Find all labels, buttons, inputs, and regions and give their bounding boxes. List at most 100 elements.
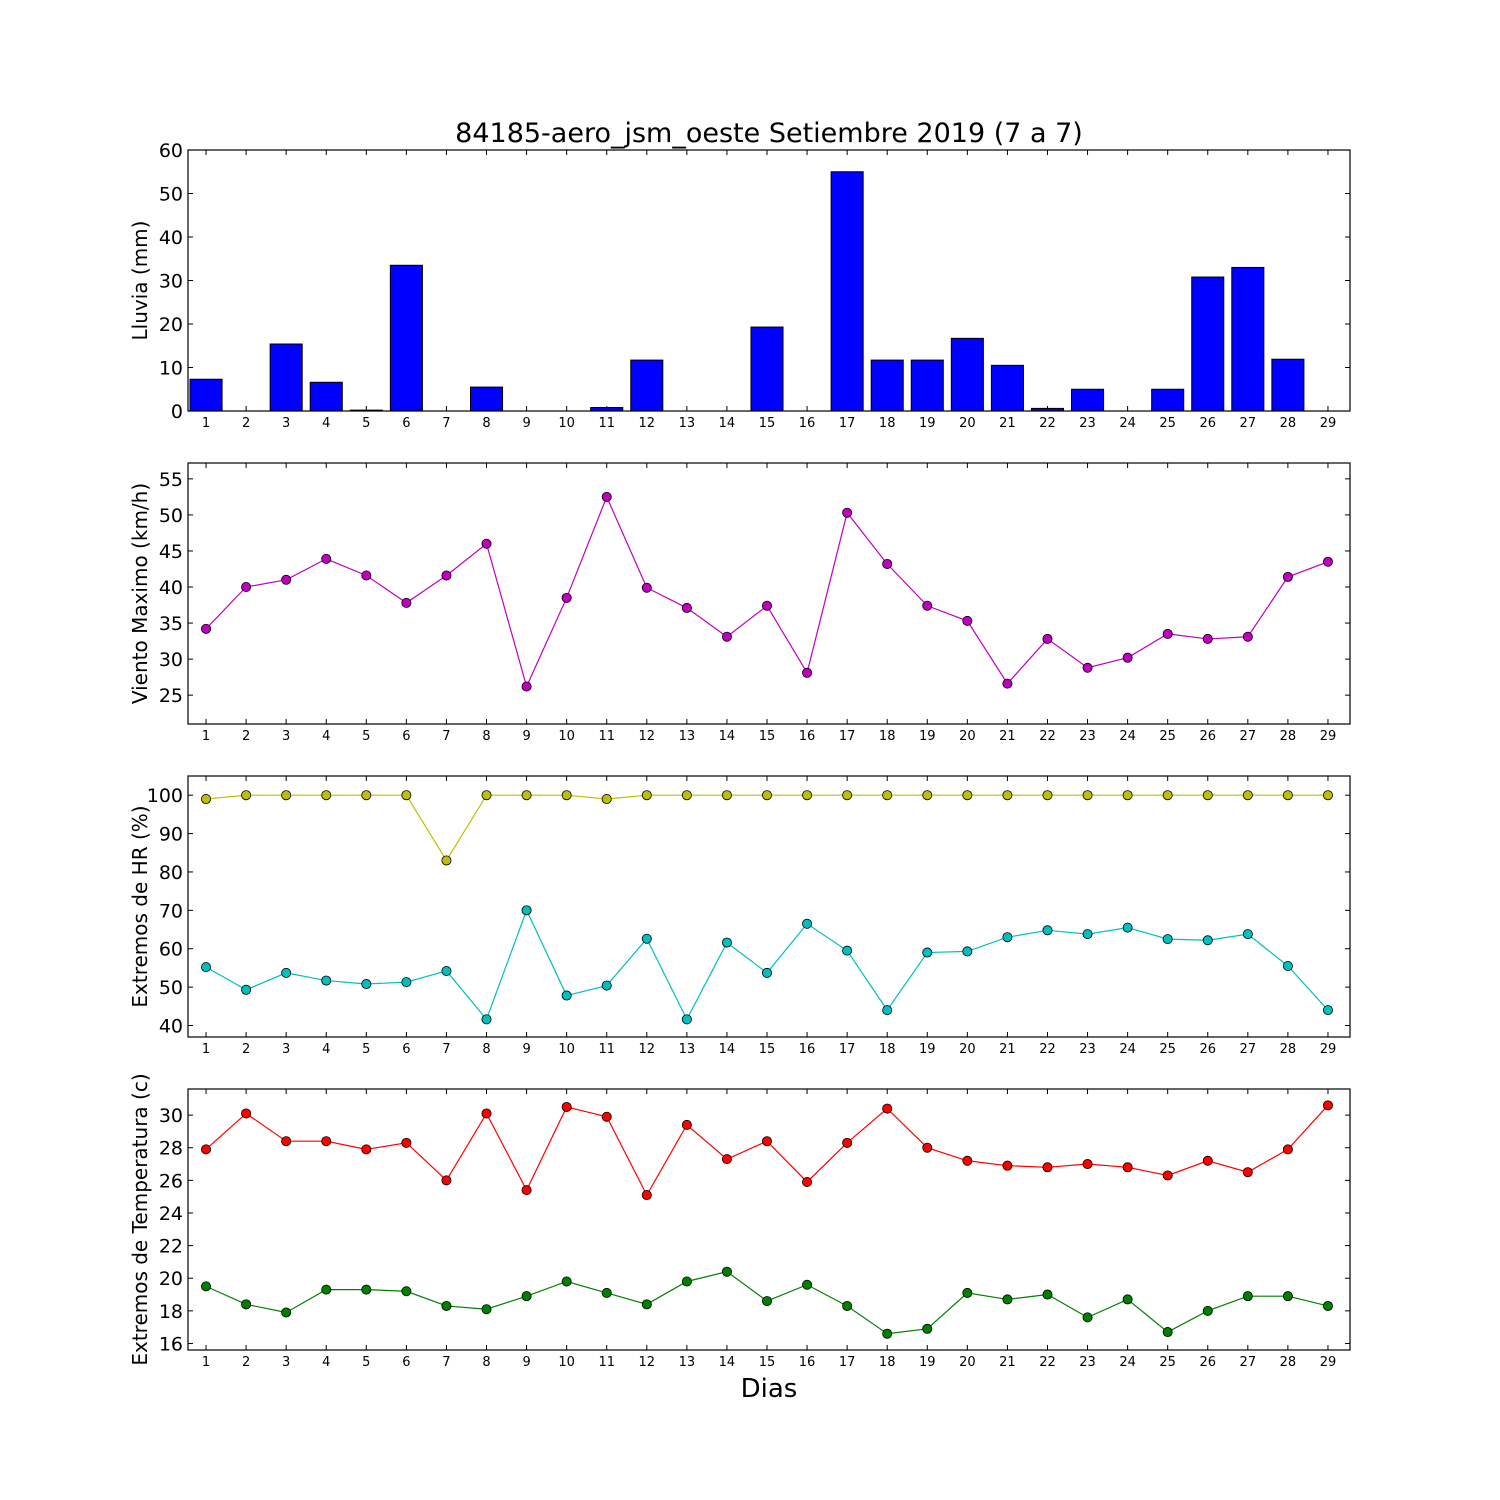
data-point-day-23 [1082, 790, 1093, 801]
data-point-day-13 [681, 602, 692, 613]
x-tick-label: 8 [482, 729, 490, 744]
data-point-day-12 [641, 1299, 652, 1310]
x-tick-label: 29 [1320, 729, 1337, 744]
plot-frame [187, 775, 1351, 1038]
x-tick-label: 16 [799, 1042, 816, 1057]
x-tick-label: 5 [362, 1355, 370, 1370]
x-tick-label: 15 [759, 729, 776, 744]
data-point-day-24 [1122, 922, 1133, 933]
x-tick-label: 26 [1199, 729, 1216, 744]
y-tick-label: 60 [159, 140, 183, 162]
y-tick-label: 16 [159, 1333, 183, 1355]
x-tick-label: 13 [679, 729, 696, 744]
x-tick-label: 9 [522, 1355, 530, 1370]
x-tick-label: 9 [522, 729, 530, 744]
bar-day-17 [830, 171, 864, 412]
data-point-day-18 [882, 558, 893, 569]
y-tick-label: 40 [159, 227, 183, 249]
x-tick-label: 23 [1079, 416, 1096, 431]
data-point-day-2 [241, 790, 252, 801]
x-tick-label: 11 [598, 729, 615, 744]
x-tick-label: 8 [482, 1355, 490, 1370]
data-point-day-11 [601, 491, 612, 502]
x-tick-label: 14 [719, 1355, 736, 1370]
y-tick-label: 22 [159, 1236, 183, 1258]
x-tick-label: 13 [679, 1042, 696, 1057]
data-point-day-26 [1202, 1155, 1213, 1166]
data-point-day-29 [1322, 790, 1333, 801]
data-point-day-16 [802, 1279, 813, 1290]
x-tick-label: 24 [1119, 1042, 1136, 1057]
y-tick-label: 70 [159, 900, 183, 922]
data-point-day-4 [321, 553, 332, 564]
x-tick-label: 2 [242, 729, 250, 744]
x-tick-label: 17 [839, 1355, 856, 1370]
data-point-day-23 [1082, 1159, 1093, 1170]
x-tick-label: 6 [402, 729, 410, 744]
x-tick-label: 13 [679, 1355, 696, 1370]
x-tick-label: 18 [879, 416, 896, 431]
x-tick-label: 10 [558, 416, 575, 431]
x-tick-label: 1 [202, 729, 210, 744]
x-tick-label: 28 [1280, 416, 1297, 431]
data-point-day-4 [321, 790, 332, 801]
data-point-day-1 [201, 1144, 212, 1155]
x-tick-label: 1 [202, 416, 210, 431]
data-point-day-27 [1242, 1291, 1253, 1302]
x-tick-label: 7 [442, 416, 450, 431]
data-point-day-20 [962, 946, 973, 957]
data-point-day-19 [922, 600, 933, 611]
x-tick-label: 27 [1240, 416, 1257, 431]
y-tick-label: 100 [147, 785, 183, 807]
data-point-day-9 [521, 1185, 532, 1196]
x-tick-label: 6 [402, 416, 410, 431]
x-tick-label: 23 [1079, 1355, 1096, 1370]
bar-day-1 [189, 378, 223, 412]
x-tick-label: 27 [1240, 729, 1257, 744]
data-point-day-9 [521, 790, 532, 801]
x-tick-label: 14 [719, 416, 736, 431]
data-point-day-1 [201, 1281, 212, 1292]
x-tick-label: 3 [282, 1042, 290, 1057]
data-point-day-26 [1202, 790, 1213, 801]
x-tick-label: 28 [1280, 729, 1297, 744]
data-point-day-28 [1282, 790, 1293, 801]
data-point-day-16 [802, 667, 813, 678]
y-tick-label: 35 [159, 613, 183, 635]
plot-frame [187, 1088, 1351, 1351]
data-point-day-22 [1042, 1289, 1053, 1300]
data-point-day-7 [441, 855, 452, 866]
data-point-day-5 [361, 570, 372, 581]
y-tick-label: 20 [159, 314, 183, 336]
data-point-day-25 [1162, 790, 1173, 801]
data-point-day-28 [1282, 571, 1293, 582]
plot-frame [187, 462, 1351, 725]
data-point-day-3 [281, 574, 292, 585]
y-tick-label: 40 [159, 1015, 183, 1037]
y-tick-label: 30 [159, 271, 183, 293]
y-tick-label: 90 [159, 824, 183, 846]
bar-day-19 [910, 359, 944, 412]
x-tick-label: 29 [1320, 1042, 1337, 1057]
data-point-day-7 [441, 965, 452, 976]
data-point-day-1 [201, 962, 212, 973]
x-tick-label: 12 [639, 1355, 656, 1370]
x-tick-label: 21 [999, 1355, 1016, 1370]
x-tick-label: 4 [322, 1355, 330, 1370]
data-point-day-24 [1122, 652, 1133, 663]
data-point-day-14 [721, 1266, 732, 1277]
x-tick-label: 2 [242, 1355, 250, 1370]
x-tick-label: 11 [598, 416, 615, 431]
data-point-day-1 [201, 794, 212, 805]
data-point-day-17 [842, 945, 853, 956]
data-point-day-17 [842, 790, 853, 801]
data-point-day-18 [882, 1328, 893, 1339]
data-point-day-8 [481, 1304, 492, 1315]
x-tick-label: 13 [679, 416, 696, 431]
data-point-day-22 [1042, 1162, 1053, 1173]
x-tick-label: 19 [919, 416, 936, 431]
x-tick-label: 28 [1280, 1042, 1297, 1057]
x-tick-label: 24 [1119, 729, 1136, 744]
y-tick-label: 40 [159, 577, 183, 599]
data-point-day-21 [1002, 932, 1013, 943]
